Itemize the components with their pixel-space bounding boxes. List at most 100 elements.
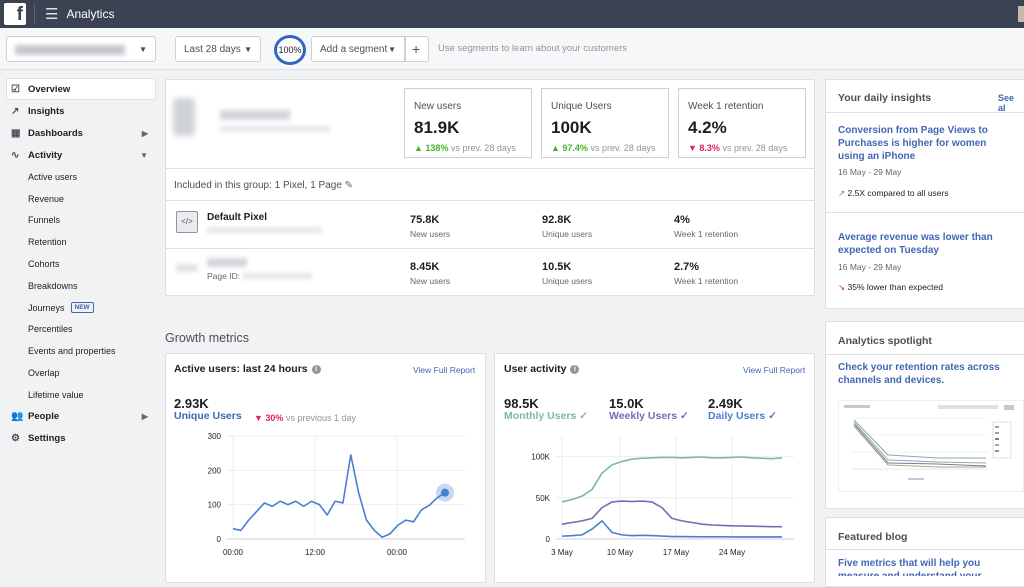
code-icon: </> <box>176 211 198 233</box>
pencil-icon[interactable]: ✎ <box>344 180 354 191</box>
spotlight-link[interactable]: Check your retention rates across channe… <box>838 362 1000 386</box>
sidebar-item-breakdowns[interactable]: Breakdowns <box>0 275 160 297</box>
view-full-report-link[interactable]: View Full Report <box>413 365 476 375</box>
sidebar-item-cohorts[interactable]: Cohorts <box>0 253 160 275</box>
sidebar-item-retention[interactable]: Retention <box>0 231 160 253</box>
sidebar-item-settings[interactable]: ⚙ Settings <box>0 428 160 450</box>
stat-label: New users <box>414 101 462 112</box>
y-tick-label: 300 <box>208 432 222 441</box>
current-point <box>441 488 449 497</box>
divider <box>826 212 1024 213</box>
metric-label-daily[interactable]: Daily Users ✓ <box>708 410 777 422</box>
group-name-redacted <box>220 110 290 120</box>
add-segment-dropdown[interactable]: Add a segment ▼ <box>311 36 405 62</box>
row-new-users: 75.8K <box>410 214 440 226</box>
top-bar: f ☰ Analytics <box>0 0 1024 28</box>
sidebar-item-label: Overlap <box>28 368 60 379</box>
sidebar-item-label: Revenue <box>28 193 65 204</box>
metric-value: 15.0K <box>609 396 644 411</box>
info-icon[interactable]: i <box>311 365 321 374</box>
sidebar-item-label: Funnels <box>28 215 61 226</box>
add-segment-label: Add a segment <box>320 43 388 55</box>
change-percent: 97.4% <box>562 143 588 153</box>
group-avatar-redacted <box>173 98 195 136</box>
x-tick-label: 00:00 <box>387 548 408 557</box>
sidebar-item-funnels[interactable]: Funnels <box>0 210 160 232</box>
divider <box>826 549 1024 550</box>
metric-label-weekly[interactable]: Weekly Users ✓ <box>609 410 689 422</box>
stat-change: ▲ 138% vs prev. 28 days <box>414 143 516 153</box>
row-label: New users <box>410 229 451 239</box>
date-range-label: Last 28 days <box>184 43 241 55</box>
filter-bar: ▼ Last 28 days ▼ Add a segment ▼ + <box>0 28 1024 70</box>
y-tick-label: 200 <box>208 466 222 475</box>
sidebar-item-label: Retention <box>28 237 67 248</box>
row-new-users: 8.45K <box>410 261 440 273</box>
y-tick-label: 100 <box>208 501 222 510</box>
chart-title: User activity i <box>504 363 580 375</box>
x-tick-label: 00:00 <box>223 548 244 557</box>
metric-value: 98.5K <box>504 396 539 411</box>
sidebar-item-label: Active users <box>28 171 78 182</box>
check-icon: ✓ <box>768 410 777 422</box>
source-name[interactable]: Default Pixel <box>207 212 268 223</box>
pulse-icon: ∿ <box>11 149 20 161</box>
row-unique-users: 10.5K <box>542 261 572 273</box>
app-title: Analytics <box>66 7 115 21</box>
insight-link[interactable]: Conversion from Page Views to Purchases … <box>838 125 988 162</box>
change-percent: 138% <box>425 143 449 153</box>
sidebar-item-overview[interactable]: ☑ Overview <box>6 78 156 100</box>
metric-label-monthly[interactable]: Monthly Users ✓ <box>504 410 588 422</box>
row-label: New users <box>410 276 451 286</box>
sidebar-item-events[interactable]: Events and properties <box>0 340 160 362</box>
date-range-dropdown[interactable]: Last 28 days ▼ <box>175 36 261 62</box>
insight-comparison-text: 2.5X compared to all users <box>847 188 949 198</box>
change-percent: 8.3% <box>699 143 720 153</box>
account-selector[interactable]: ▼ <box>6 36 156 62</box>
segment-hint: Use segments to learn about your custome… <box>438 43 628 54</box>
blog-link[interactable]: Five metrics that will help you measure … <box>838 558 981 576</box>
featured-blog-card <box>825 517 1024 587</box>
add-segment-button[interactable]: + <box>405 36 429 62</box>
series-line <box>561 456 783 503</box>
series-line <box>561 500 782 528</box>
divider <box>34 4 35 24</box>
group-desc-redacted <box>220 126 330 132</box>
arrow-up-right-icon: ↗ <box>838 188 846 198</box>
sidebar-item-activity[interactable]: ∿ Activity ▼ <box>0 144 160 166</box>
y-tick-label: 50K <box>536 494 551 503</box>
sidebar-item-lifetime-value[interactable]: Lifetime value <box>0 384 160 406</box>
row-retention: 4% <box>674 214 690 226</box>
insight-comparison-text: 35% lower than expected <box>847 282 943 292</box>
sidebar-item-label: Journeys <box>28 302 65 313</box>
people-icon: 👥 <box>11 411 24 423</box>
sidebar-item-label: Insights <box>28 105 65 117</box>
stat-value: 81.9K <box>414 118 460 137</box>
zoom-level[interactable]: 100% <box>274 35 306 65</box>
sidebar-item-dashboards[interactable]: ▦ Dashboards ▶ <box>0 122 160 144</box>
sidebar-item-insights[interactable]: ↗ Insights <box>0 100 160 122</box>
sidebar-item-revenue[interactable]: Revenue <box>0 188 160 210</box>
new-badge: NEW <box>70 302 94 314</box>
sidebar-item-overlap[interactable]: Overlap <box>0 362 160 384</box>
profile-avatar[interactable] <box>1018 6 1024 22</box>
sidebar-item-label: Lifetime value <box>28 389 84 400</box>
facebook-logo[interactable]: f <box>4 3 26 25</box>
spotlight-thumbnail[interactable] <box>838 400 1024 492</box>
chevron-down-icon: ▼ <box>388 45 396 54</box>
account-name-redacted <box>15 45 125 55</box>
insight-link[interactable]: Average revenue was lower than expected … <box>838 232 993 256</box>
sidebar-item-journeys[interactable]: Journeys NEW <box>0 297 160 319</box>
see-all-link[interactable]: See al <box>998 93 1015 113</box>
sidebar-item-active-users[interactable]: Active users <box>0 166 160 188</box>
sidebar-item-people[interactable]: 👥 People ▶ <box>0 406 160 428</box>
stat-new-users: New users 81.9K ▲ 138% vs prev. 28 days <box>404 88 532 158</box>
sidebar-item-percentiles[interactable]: Percentiles <box>0 319 160 341</box>
change-comparison: vs previous 1 day <box>285 413 356 423</box>
view-full-report-link[interactable]: View Full Report <box>743 365 806 375</box>
panel-title: Analytics spotlight <box>838 335 932 347</box>
user-activity-chart: 100K 50K 03 May 10 May 17 May 24 May <box>531 436 794 557</box>
menu-icon[interactable]: ☰ <box>45 6 59 23</box>
info-icon[interactable]: i <box>570 365 580 374</box>
stat-value: 100K <box>551 118 592 137</box>
